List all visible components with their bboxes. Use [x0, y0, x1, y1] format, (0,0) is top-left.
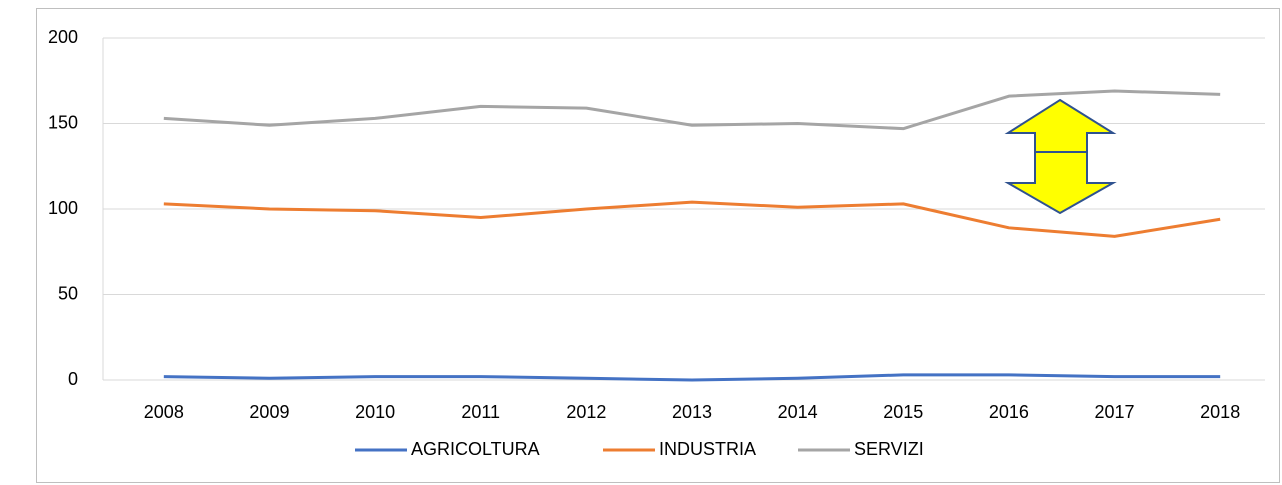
x-tick-label: 2008	[144, 402, 184, 422]
chart-border	[36, 8, 1280, 483]
x-tick-label: 2011	[461, 402, 500, 422]
y-tick-label: 0	[68, 369, 78, 389]
legend-label: AGRICOLTURA	[411, 439, 540, 459]
x-tick-label: 2014	[778, 402, 818, 422]
arrow	[1004, 98, 1117, 215]
series-line	[163, 89, 1221, 131]
x-tick-label: 2009	[249, 402, 289, 422]
arrow-down	[1004, 151, 1117, 215]
x-tick-label: 2013	[672, 402, 712, 422]
y-tick-label: 100	[48, 198, 78, 218]
x-tick-label: 2015	[883, 402, 923, 422]
x-tick-label: 2016	[989, 402, 1029, 422]
y-tick-label: 200	[48, 27, 78, 47]
legend-label: INDUSTRIA	[659, 439, 756, 459]
x-tick-label: 2012	[566, 402, 606, 422]
y-tick-label: 150	[48, 112, 78, 132]
y-tick-label: 50	[58, 283, 78, 303]
series-line	[163, 373, 1221, 382]
x-tick-label: 2017	[1095, 402, 1135, 422]
legend-label: SERVIZI	[854, 439, 924, 459]
x-tick-label: 2010	[355, 402, 395, 422]
x-tick-label: 2018	[1200, 402, 1240, 422]
series-line	[163, 200, 1221, 238]
